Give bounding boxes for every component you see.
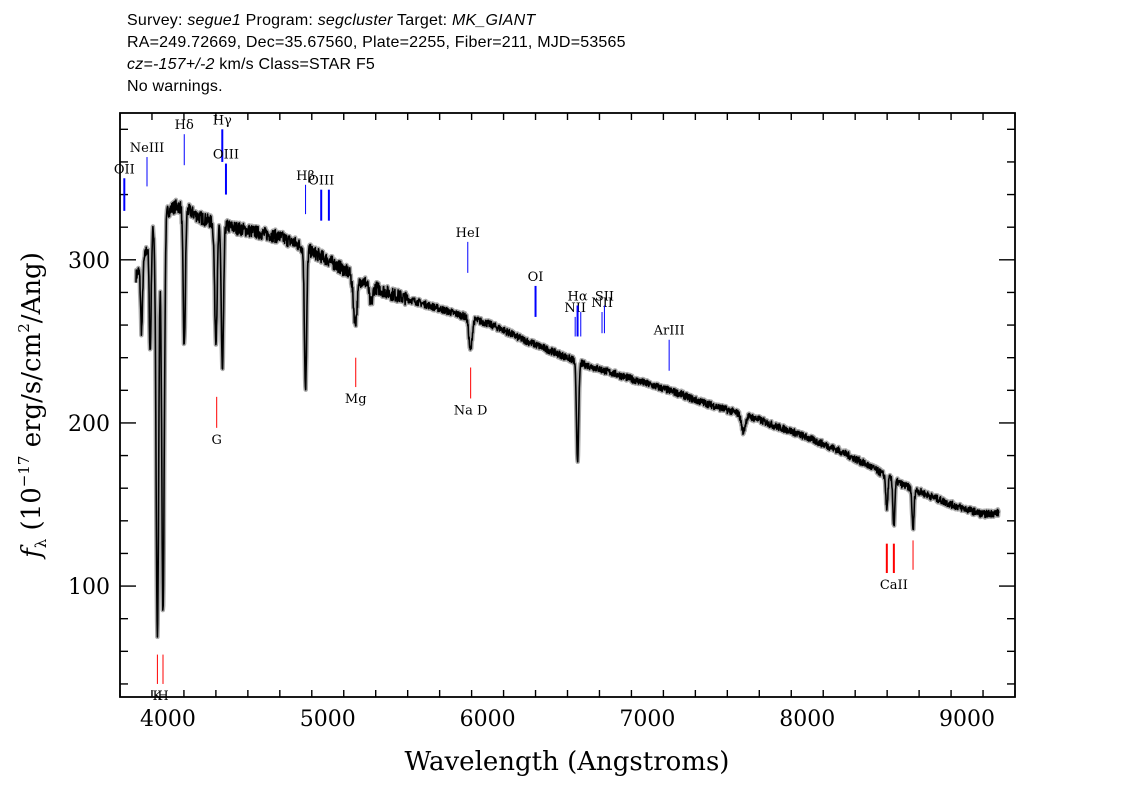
- header-line-redshift: cz=-157+/-2 km/s Class=STAR F5: [127, 56, 376, 73]
- spectral-line-label: Mg: [345, 392, 367, 407]
- spectral-line-label: NeIII: [130, 141, 164, 156]
- spectral-line-label: NII: [591, 296, 613, 311]
- axis-ticks: [119, 113, 1016, 697]
- x-tick-label: 6000: [460, 707, 516, 732]
- y-tick-label: 200: [68, 412, 110, 437]
- x-tick-label: 8000: [779, 707, 835, 732]
- spectral-line-label: Hβ: [296, 169, 315, 184]
- cz-value: -157+/-2: [152, 56, 215, 73]
- plot-frame: [119, 112, 1016, 698]
- flux-series-line: [135, 199, 1000, 638]
- spectral-line-label: HeI: [456, 226, 480, 241]
- tick-labels: 4000 5000 6000 7000 8000 9000 100 200 300: [68, 249, 995, 732]
- header-line-coordinates: RA=249.72669, Dec=35.67560, Plate=2255, …: [127, 34, 626, 51]
- x-tick-label: 9000: [939, 707, 995, 732]
- flux-error-band: [133, 197, 1001, 640]
- program-value: segcluster: [317, 12, 393, 29]
- x-tick-label: 4000: [140, 707, 196, 732]
- spectral-line-label: ArIII: [653, 324, 685, 339]
- survey-value: segue1: [187, 12, 242, 29]
- spectral-line-label: Hδ: [175, 118, 194, 133]
- spectral-line-label: OII: [114, 162, 135, 177]
- y-tick-label: 100: [68, 575, 110, 600]
- spectral-line-label: G: [211, 433, 221, 448]
- spectrum-header: Survey: segue1 Program: segcluster Targe…: [127, 10, 626, 98]
- x-axis-label: Wavelength (Angstroms): [405, 747, 730, 777]
- spectral-line-label: OI: [528, 270, 544, 285]
- spectral-line-label: Hα: [568, 289, 588, 304]
- spectral-line-label: OIII: [308, 174, 334, 189]
- spectral-line-label: OIII: [213, 148, 239, 163]
- target-value: MK_GIANT: [452, 12, 536, 29]
- y-axis-label: fλ (10−17 erg/s/cm2/Ang): [15, 252, 50, 560]
- header-line-warnings: No warnings.: [127, 78, 223, 95]
- x-tick-label: 5000: [300, 707, 356, 732]
- spectral-line-label: Hγ: [213, 113, 232, 128]
- spectral-line-label: CaII: [880, 578, 908, 593]
- x-tick-label: 7000: [619, 707, 675, 732]
- y-tick-label: 300: [68, 249, 110, 274]
- spectral-line-label: SII: [595, 289, 614, 304]
- header-line-survey: Survey: segue1 Program: segcluster Targe…: [127, 12, 536, 29]
- spectral-line-label: Na D: [454, 403, 488, 418]
